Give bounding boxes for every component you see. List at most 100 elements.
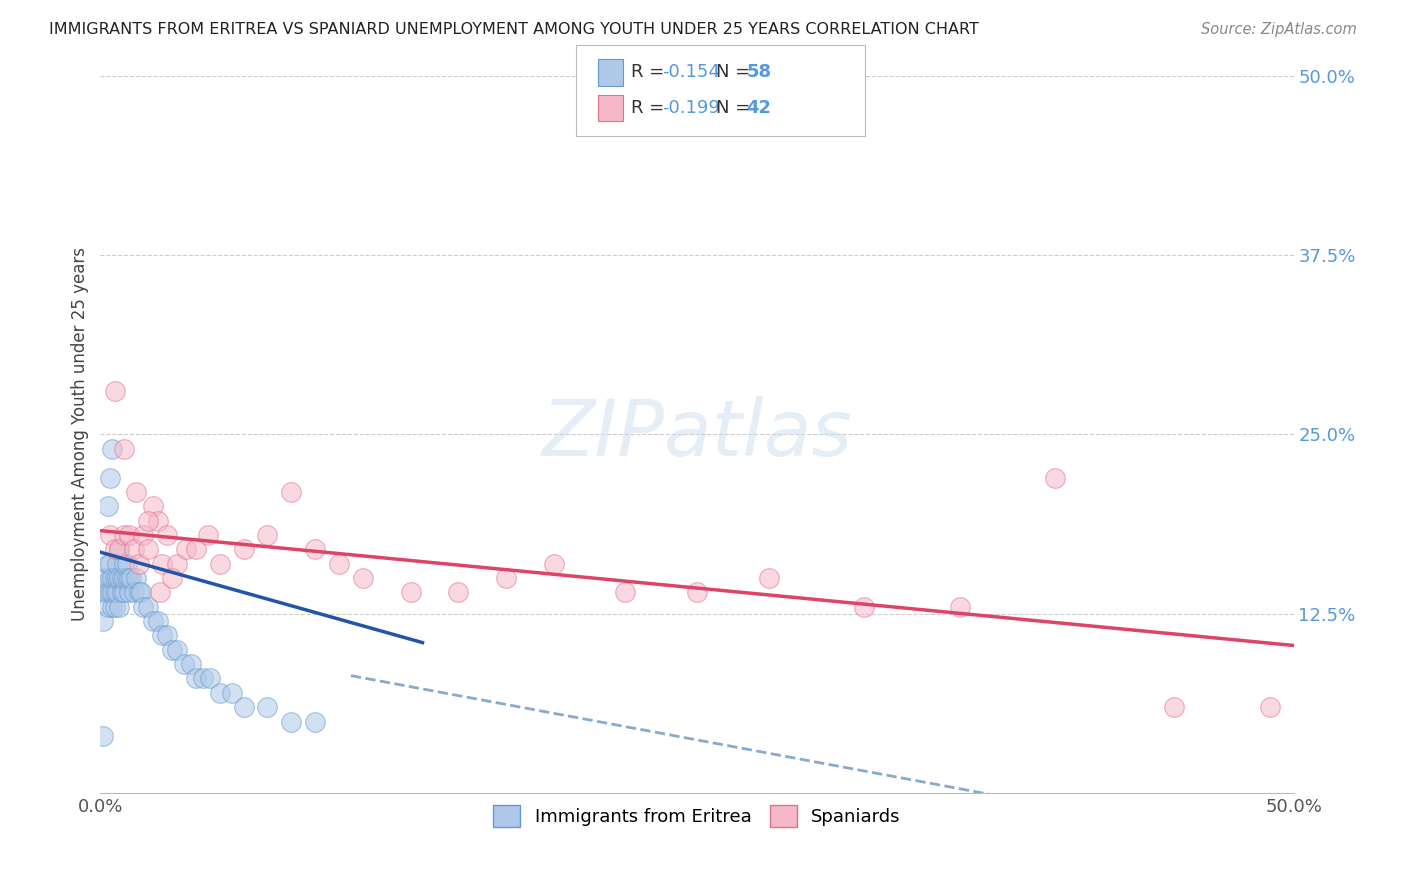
Text: -0.199: -0.199 <box>662 99 720 117</box>
Point <box>146 614 169 628</box>
Point <box>304 714 326 729</box>
Point <box>118 571 141 585</box>
Point <box>118 528 141 542</box>
Point <box>112 571 135 585</box>
Point <box>98 557 121 571</box>
Point <box>232 700 254 714</box>
Point <box>104 571 127 585</box>
Point <box>104 599 127 614</box>
Point <box>98 571 121 585</box>
Point <box>256 528 278 542</box>
Point <box>191 672 214 686</box>
Point <box>160 571 183 585</box>
Text: 58: 58 <box>747 63 772 81</box>
Point <box>96 599 118 614</box>
Point <box>101 585 124 599</box>
Point <box>180 657 202 672</box>
Text: IMMIGRANTS FROM ERITREA VS SPANIARD UNEMPLOYMENT AMONG YOUTH UNDER 25 YEARS CORR: IMMIGRANTS FROM ERITREA VS SPANIARD UNEM… <box>49 22 979 37</box>
Point <box>221 686 243 700</box>
Point <box>112 528 135 542</box>
Point <box>96 500 118 514</box>
Point <box>1163 700 1185 714</box>
Point <box>98 528 121 542</box>
Point <box>208 557 231 571</box>
Text: N =: N = <box>716 99 755 117</box>
Point <box>128 585 150 599</box>
Point <box>352 571 374 585</box>
Point <box>112 557 135 571</box>
Point <box>118 585 141 599</box>
Point <box>108 542 131 557</box>
Point <box>111 585 134 599</box>
Legend: Immigrants from Eritrea, Spaniards: Immigrants from Eritrea, Spaniards <box>486 798 908 835</box>
Point <box>120 571 142 585</box>
Point <box>129 585 152 599</box>
Point <box>105 585 128 599</box>
Point <box>447 585 470 599</box>
Point <box>152 628 174 642</box>
Point <box>96 557 118 571</box>
Point <box>614 585 637 599</box>
Text: 42: 42 <box>747 99 772 117</box>
Point <box>166 642 188 657</box>
Point <box>111 571 134 585</box>
Point <box>304 542 326 557</box>
Point <box>104 585 127 599</box>
Point <box>853 599 876 614</box>
Point <box>142 614 165 628</box>
Point <box>136 599 159 614</box>
Point <box>184 672 207 686</box>
Point <box>166 557 188 571</box>
Point <box>98 470 121 484</box>
Point <box>94 571 117 585</box>
Point <box>91 729 114 743</box>
Point <box>98 585 121 599</box>
Text: -0.154: -0.154 <box>662 63 720 81</box>
Point <box>328 557 350 571</box>
Point <box>104 542 127 557</box>
Y-axis label: Unemployment Among Youth under 25 years: Unemployment Among Youth under 25 years <box>72 247 89 622</box>
Point <box>101 599 124 614</box>
Point <box>112 442 135 456</box>
Point <box>105 557 128 571</box>
Point <box>122 542 145 557</box>
Point <box>115 571 138 585</box>
Point <box>136 542 159 557</box>
Point <box>232 542 254 557</box>
Point <box>112 585 135 599</box>
Point <box>101 442 124 456</box>
Point <box>128 557 150 571</box>
Point <box>173 657 195 672</box>
Point <box>495 571 517 585</box>
Point <box>91 614 114 628</box>
Point <box>146 514 169 528</box>
Point <box>136 514 159 528</box>
Point <box>125 484 148 499</box>
Point <box>125 571 148 585</box>
Point <box>149 585 172 599</box>
Point <box>115 557 138 571</box>
Point <box>160 642 183 657</box>
Point <box>208 686 231 700</box>
Point <box>1258 700 1281 714</box>
Point <box>132 528 155 542</box>
Point <box>156 628 179 642</box>
Point <box>104 384 127 399</box>
Point <box>256 700 278 714</box>
Point <box>686 585 709 599</box>
Point <box>156 528 179 542</box>
Point <box>96 585 118 599</box>
Point <box>198 672 221 686</box>
Text: N =: N = <box>716 63 755 81</box>
Text: R =: R = <box>631 63 671 81</box>
Point <box>948 599 970 614</box>
Point <box>132 599 155 614</box>
Point <box>152 557 174 571</box>
Point <box>94 585 117 599</box>
Text: ZIPatlas: ZIPatlas <box>541 396 852 473</box>
Point <box>280 484 302 499</box>
Point <box>108 599 131 614</box>
Point <box>184 542 207 557</box>
Point <box>105 571 128 585</box>
Point <box>758 571 780 585</box>
